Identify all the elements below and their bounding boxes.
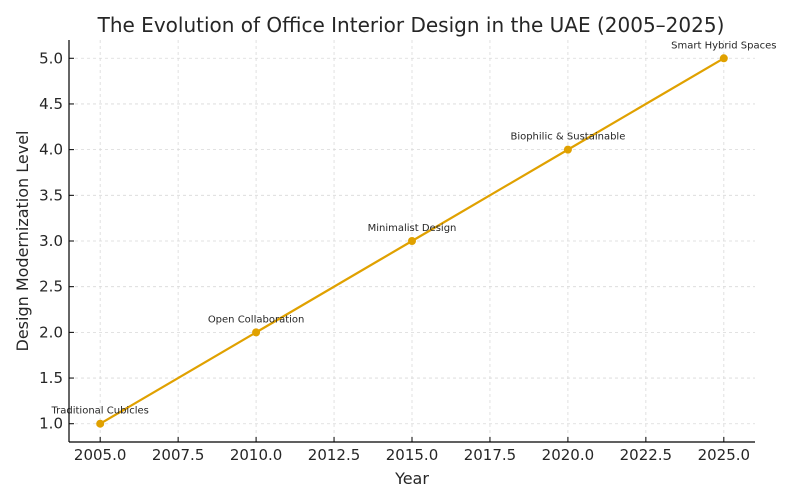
point-annotation: Biophilic & Sustainable — [510, 132, 625, 143]
point-annotation: Smart Hybrid Spaces — [671, 40, 776, 51]
x-tick-label: 2022.5 — [620, 446, 673, 464]
x-tick-label: 2012.5 — [308, 446, 361, 464]
y-tick-label: 3.0 — [39, 232, 63, 250]
point-annotation: Minimalist Design — [368, 223, 457, 234]
y-tick-label: 2.0 — [39, 323, 63, 341]
y-axis-label: Design Modernization Level — [13, 131, 32, 352]
y-tick-label: 4.5 — [39, 95, 63, 113]
y-tick-label: 3.5 — [39, 186, 63, 204]
chart-title: The Evolution of Office Interior Design … — [97, 13, 725, 37]
y-tick-label: 4.0 — [39, 141, 63, 159]
point-annotation: Open Collaboration — [208, 314, 305, 325]
y-tick-label: 1.5 — [39, 369, 63, 387]
data-point — [96, 419, 105, 428]
data-point — [719, 54, 728, 63]
x-axis-label: Year — [394, 469, 429, 488]
x-tick-label: 2015.0 — [386, 446, 439, 464]
data-point — [408, 237, 416, 245]
y-tick-label: 5.0 — [39, 49, 63, 67]
data-point — [252, 328, 261, 337]
x-tick-label: 2017.5 — [464, 446, 517, 464]
x-tick-label: 2010.0 — [230, 446, 283, 464]
y-tick-label: 2.5 — [39, 278, 63, 296]
x-tick-label: 2025.0 — [698, 446, 751, 464]
y-tick-label: 1.0 — [39, 415, 63, 433]
point-annotation: Traditional Cubicles — [51, 406, 149, 417]
x-tick-label: 2020.0 — [542, 446, 595, 464]
x-tick-label: 2005.0 — [74, 446, 127, 464]
x-tick-label: 2007.5 — [152, 446, 205, 464]
data-point — [563, 145, 572, 154]
